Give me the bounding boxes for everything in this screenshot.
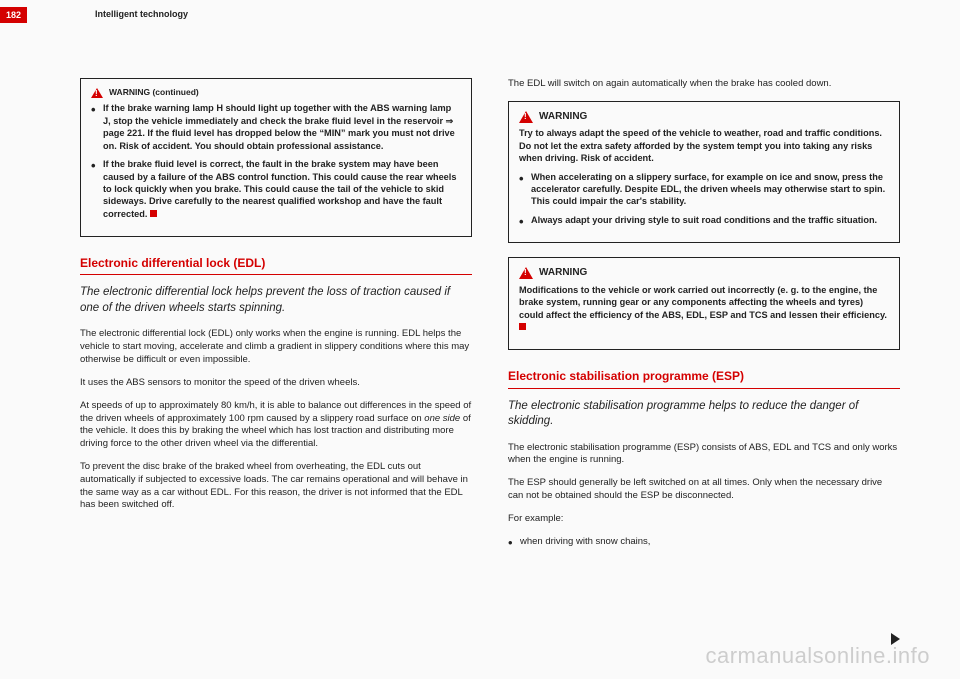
running-head: Intelligent technology [95, 9, 188, 19]
warning-label: WARNING [539, 266, 587, 280]
page-number-tab: 182 [0, 7, 27, 23]
warning-item: Always adapt your driving style to suit … [519, 214, 889, 226]
section-title-edl: Electronic differential lock (EDL) [80, 255, 472, 275]
right-column: The EDL will switch on again automatical… [508, 78, 900, 559]
warning-continued-item: If the brake warning lamp H should light… [91, 102, 461, 152]
edl-para: At speeds of up to approximately 80 km/h… [80, 400, 472, 451]
warning-continued-head: WARNING (continued) [91, 87, 461, 98]
esp-para: The electronic stabilisation programme (… [508, 442, 900, 468]
warning-body: Modifications to the vehicle or work car… [519, 284, 889, 334]
warning-para: Modifications to the vehicle or work car… [519, 284, 889, 334]
warning-label: WARNING [539, 110, 587, 124]
esp-para: The ESP should generally be left switche… [508, 477, 900, 503]
esp-para: For example: [508, 513, 900, 526]
edl-para: To prevent the disc brake of the braked … [80, 461, 472, 512]
warning-continued-body: If the brake warning lamp H should light… [91, 102, 461, 220]
left-column: WARNING (continued) If the brake warning… [80, 78, 472, 559]
warning-continued-item: If the brake fluid level is correct, the… [91, 158, 461, 220]
warning-box-2: WARNING Modifications to the vehicle or … [508, 257, 900, 350]
edl-para: It uses the ABS sensors to monitor the s… [80, 377, 472, 390]
warning-triangle-icon [91, 88, 103, 98]
warning-box-1: WARNING Try to always adapt the speed of… [508, 101, 900, 243]
edl-lead: The electronic differential lock helps p… [80, 285, 472, 316]
warning-triangle-icon [519, 111, 533, 123]
end-marker-icon [150, 210, 157, 217]
edl-para-text: At speeds of up to approximately 80 km/h… [80, 400, 471, 424]
edl-intro-right: The EDL will switch on again automatical… [508, 78, 900, 91]
warning-continued-label: WARNING (continued) [109, 87, 199, 98]
end-marker-icon [519, 323, 526, 330]
warning-head: WARNING [519, 110, 889, 124]
edl-para-italic: one side [424, 413, 460, 424]
section-title-esp: Electronic stabilisation programme (ESP) [508, 368, 900, 388]
warning-body: Try to always adapt the speed of the veh… [519, 127, 889, 226]
warning-continued-box: WARNING (continued) If the brake warning… [80, 78, 472, 237]
warning-item: When accelerating on a slippery surface,… [519, 171, 889, 208]
edl-para: The electronic differential lock (EDL) o… [80, 328, 472, 366]
warning-para-text: Modifications to the vehicle or work car… [519, 285, 887, 320]
warning-head: WARNING [519, 266, 889, 280]
esp-bullet: when driving with snow chains, [508, 536, 900, 549]
warning-para: Try to always adapt the speed of the veh… [519, 127, 889, 164]
watermark-text: carmanualsonline.info [705, 643, 930, 669]
content-columns: WARNING (continued) If the brake warning… [80, 78, 900, 559]
warning-triangle-icon [519, 267, 533, 279]
esp-lead: The electronic stabilisation programme h… [508, 399, 900, 430]
